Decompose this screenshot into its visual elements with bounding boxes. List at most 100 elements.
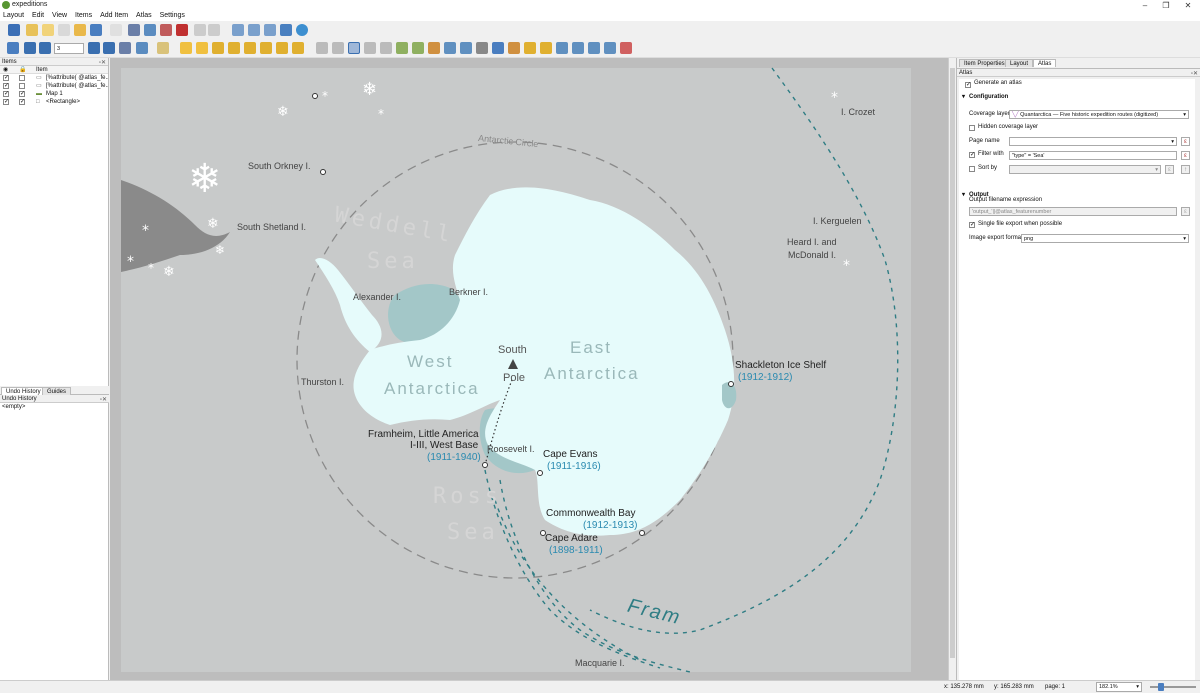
expression-icon[interactable]: ε: [1165, 165, 1174, 174]
ungroup-icon[interactable]: [276, 42, 288, 54]
align-left-icon[interactable]: [212, 42, 224, 54]
tab-layout[interactable]: Layout: [1005, 59, 1033, 67]
save-icon[interactable]: [8, 24, 20, 36]
zoom-in-icon[interactable]: [232, 24, 244, 36]
resize-icon[interactable]: [244, 42, 256, 54]
expression-icon[interactable]: ε: [1181, 207, 1190, 216]
export-pdf-icon[interactable]: [176, 24, 188, 36]
expression-icon[interactable]: ε: [1181, 151, 1190, 160]
list-item[interactable]: ✓ ✓ □ <Rectangle>: [0, 98, 108, 106]
add-polygon-icon[interactable]: [556, 42, 568, 54]
lock-checkbox[interactable]: [19, 83, 25, 89]
redo-icon[interactable]: [208, 24, 220, 36]
single-file-checkbox[interactable]: ✓: [969, 222, 975, 228]
add-north-arrow-icon[interactable]: [492, 42, 504, 54]
lock-items-icon[interactable]: [292, 42, 304, 54]
image-format-select[interactable]: png ▾: [1021, 234, 1189, 243]
layout-manager-icon[interactable]: [58, 24, 70, 36]
last-feature-icon[interactable]: [103, 42, 115, 54]
sort-by-select[interactable]: ▾: [1009, 165, 1161, 174]
page-setup-icon[interactable]: [110, 24, 122, 36]
add-label-icon[interactable]: [444, 42, 456, 54]
output-filename-input[interactable]: 'output_'||@atlas_featurenumber: [969, 207, 1177, 216]
lower-items-icon[interactable]: [196, 42, 208, 54]
add-3d-map-icon[interactable]: [412, 42, 424, 54]
lock-checkbox[interactable]: ✓: [19, 99, 25, 105]
page-name-select[interactable]: ▾: [1009, 137, 1177, 146]
layout-canvas[interactable]: ❄ ❄ ❄ * * ❄ ❄ ❄ * * * * * Antarctic Circ…: [110, 58, 948, 680]
group-icon[interactable]: [260, 42, 272, 54]
maximize-button[interactable]: ❐: [1156, 0, 1176, 11]
tab-item-properties[interactable]: Item Properties: [959, 59, 1010, 67]
menu-view[interactable]: View: [49, 11, 70, 21]
refresh-icon[interactable]: [296, 24, 308, 36]
coverage-layer-select[interactable]: ╲╱ Quantarctica — Five historic expediti…: [1009, 110, 1189, 119]
expression-icon[interactable]: ε: [1181, 137, 1190, 146]
atlas-preview-icon[interactable]: [7, 42, 19, 54]
tab-undo-history[interactable]: Undo History: [1, 387, 46, 395]
open-template-icon[interactable]: [74, 24, 86, 36]
add-marker-icon[interactable]: [524, 42, 536, 54]
raise-items-icon[interactable]: [180, 42, 192, 54]
print-icon[interactable]: [128, 24, 140, 36]
export-atlas-icon[interactable]: [136, 42, 148, 54]
zoom-combobox[interactable]: 182.1% ▾: [1096, 682, 1142, 692]
menu-add-item[interactable]: Add Item: [97, 11, 131, 21]
export-image-icon[interactable]: [144, 24, 156, 36]
zoom-full-icon[interactable]: [280, 24, 292, 36]
add-scalebar-icon[interactable]: [476, 42, 488, 54]
print-atlas-icon[interactable]: [119, 42, 131, 54]
add-polyline-icon[interactable]: [572, 42, 584, 54]
menu-layout[interactable]: Layout: [0, 11, 27, 21]
next-feature-icon[interactable]: [88, 42, 100, 54]
list-item[interactable]: ✓ ✓ ▬ Map 1: [0, 90, 108, 98]
pan-icon[interactable]: [316, 42, 328, 54]
visible-checkbox[interactable]: ✓: [3, 83, 9, 89]
visible-checkbox[interactable]: ✓: [3, 91, 9, 97]
previous-feature-icon[interactable]: [39, 42, 51, 54]
select-icon[interactable]: [348, 42, 360, 54]
menu-settings[interactable]: Settings: [157, 11, 188, 21]
zoom-out-icon[interactable]: [248, 24, 260, 36]
scroll-thumb[interactable]: [950, 68, 955, 658]
zoom-tool-icon[interactable]: [332, 42, 344, 54]
close-button[interactable]: ✕: [1178, 0, 1198, 11]
add-shape-icon[interactable]: [508, 42, 520, 54]
menu-items[interactable]: Items: [72, 11, 95, 21]
add-legend-icon[interactable]: [460, 42, 472, 54]
atlas-settings-icon[interactable]: [157, 42, 169, 54]
list-item[interactable]: ✓ ▭ [%attribute( @atlas_fe...: [0, 74, 108, 82]
add-table-icon[interactable]: [604, 42, 616, 54]
filter-expression-input[interactable]: "type" = 'Sea': [1009, 151, 1177, 160]
lock-checkbox[interactable]: [19, 75, 25, 81]
distribute-icon[interactable]: [228, 42, 240, 54]
map-item[interactable]: ❄ ❄ ❄ * * ❄ ❄ ❄ * * * * * Antarctic Circ…: [121, 66, 948, 680]
hidden-coverage-checkbox[interactable]: [969, 125, 975, 131]
sort-checkbox[interactable]: [969, 166, 975, 172]
add-elevation-profile-icon[interactable]: [620, 42, 632, 54]
add-picture-icon[interactable]: [428, 42, 440, 54]
zoom-slider[interactable]: [1150, 686, 1196, 688]
lock-checkbox[interactable]: ✓: [19, 91, 25, 97]
export-svg-icon[interactable]: [160, 24, 172, 36]
new-layout-icon[interactable]: [26, 24, 38, 36]
move-content-icon[interactable]: [380, 42, 392, 54]
generate-atlas-checkbox[interactable]: ✓: [965, 82, 971, 88]
list-item[interactable]: ✓ ▭ [%attribute( @atlas_fe...: [0, 82, 108, 90]
add-html-icon[interactable]: [588, 42, 600, 54]
minimize-button[interactable]: –: [1135, 0, 1155, 11]
add-arrow-icon[interactable]: [540, 42, 552, 54]
configuration-section[interactable]: Configuration: [959, 93, 1195, 102]
zoom-actual-icon[interactable]: [264, 24, 276, 36]
undo-icon[interactable]: [194, 24, 206, 36]
visible-checkbox[interactable]: ✓: [3, 75, 9, 81]
tab-guides[interactable]: Guides: [42, 387, 71, 395]
tab-atlas[interactable]: Atlas: [1033, 59, 1056, 67]
panel-float-close-icon[interactable]: ▫✕: [1191, 70, 1198, 78]
first-feature-icon[interactable]: [24, 42, 36, 54]
filter-checkbox[interactable]: ✓: [969, 152, 975, 158]
visible-checkbox[interactable]: ✓: [3, 99, 9, 105]
zoom-slider-handle[interactable]: [1158, 683, 1164, 691]
duplicate-layout-icon[interactable]: [42, 24, 54, 36]
save-template-icon[interactable]: [90, 24, 102, 36]
